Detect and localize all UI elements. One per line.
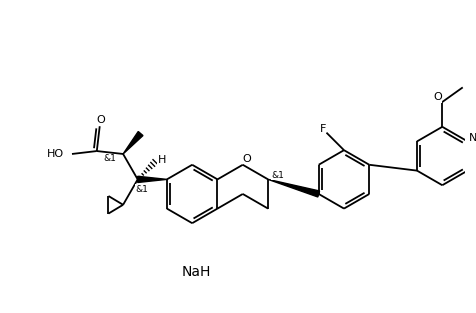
Polygon shape	[123, 131, 143, 154]
Text: &1: &1	[103, 154, 116, 163]
Polygon shape	[138, 176, 167, 182]
Polygon shape	[268, 179, 319, 197]
Text: N: N	[469, 133, 476, 143]
Text: O: O	[433, 92, 442, 102]
Text: O: O	[242, 154, 251, 164]
Text: H: H	[158, 155, 166, 165]
Text: O: O	[96, 115, 105, 126]
Text: &1: &1	[271, 171, 284, 180]
Text: HO: HO	[47, 149, 64, 159]
Text: F: F	[319, 124, 326, 134]
Text: NaH: NaH	[181, 265, 211, 279]
Text: &1: &1	[135, 185, 148, 194]
